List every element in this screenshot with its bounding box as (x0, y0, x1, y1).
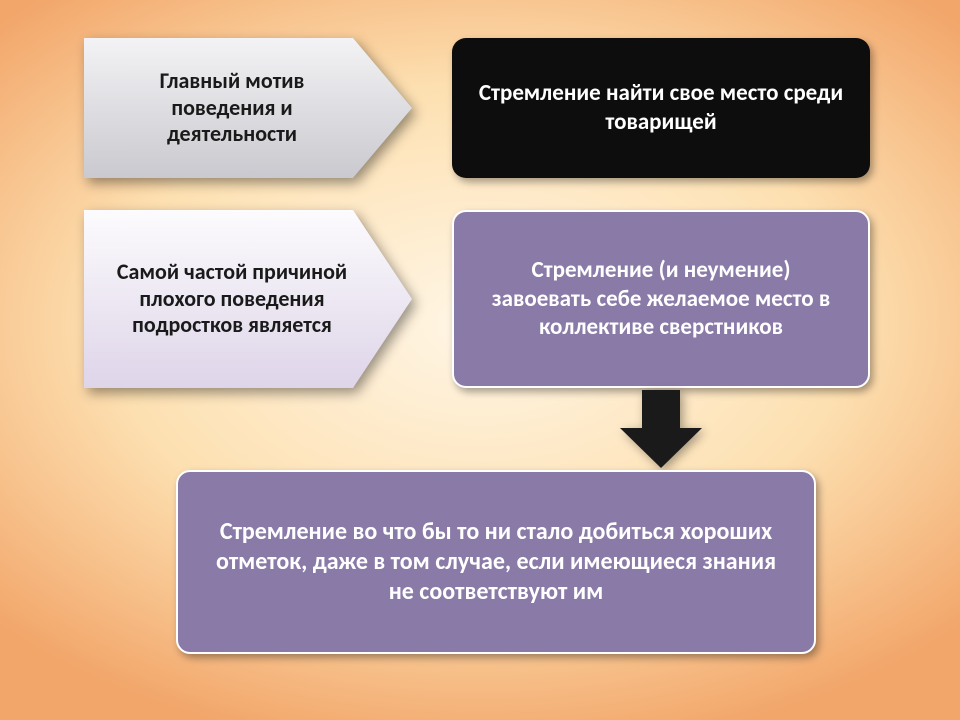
card-good-marks-label: Стремление во что бы то ни стало добитьс… (204, 517, 788, 607)
arrow-main-motive-label: Главный мотив поведения и деятельности (84, 38, 412, 178)
card-win-place-label: Стремление (и неумение) завоевать себе ж… (480, 256, 842, 342)
connector-arrow-down (620, 390, 702, 468)
card-find-place: Стремление найти свое место среди товари… (452, 38, 870, 178)
card-good-marks: Стремление во что бы то ни стало добитьс… (176, 470, 816, 654)
card-win-place: Стремление (и неумение) завоевать себе ж… (452, 210, 870, 388)
arrow-main-motive: Главный мотив поведения и деятельности (84, 38, 412, 178)
connector-stem (642, 390, 680, 430)
arrow-bad-behavior-cause-label: Самой частой причиной плохого поведения … (84, 210, 412, 388)
diagram-canvas: Главный мотив поведения и деятельности С… (0, 0, 960, 720)
connector-head (620, 428, 702, 468)
card-find-place-label: Стремление найти свое место среди товари… (478, 79, 844, 137)
arrow-bad-behavior-cause: Самой частой причиной плохого поведения … (84, 210, 412, 388)
